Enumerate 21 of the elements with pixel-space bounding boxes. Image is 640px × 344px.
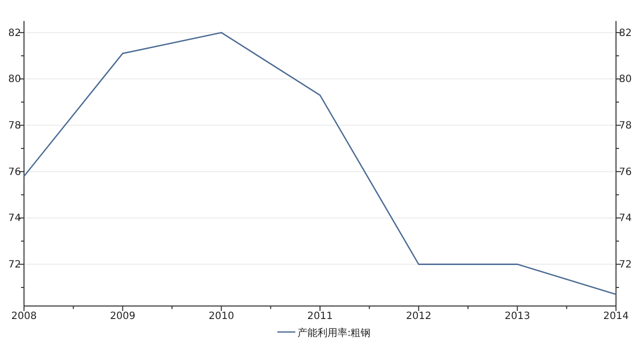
x-tick-label: 2012 <box>406 311 432 322</box>
y-tick-label: 82 <box>8 28 21 39</box>
x-tick-label: 2011 <box>307 311 333 322</box>
y-tick-label: 78 <box>8 120 21 132</box>
line-series <box>23 32 617 296</box>
legend-label: 产能利用率:粗钢 <box>297 327 371 339</box>
x-tick-label: 2013 <box>504 311 530 322</box>
y2-tick-label: 74 <box>619 213 632 224</box>
y2-tick-label: 78 <box>619 120 632 132</box>
y2-tick-label: 72 <box>619 259 632 270</box>
y2-tick-label: 80 <box>619 74 632 86</box>
x-tick-label: 2008 <box>11 311 37 322</box>
x-tick-label: 2009 <box>110 311 136 322</box>
y-tick-label: 72 <box>8 259 21 270</box>
y2-tick-label: 82 <box>619 28 632 39</box>
y-tick-label: 80 <box>8 74 21 86</box>
y-tick-label: 74 <box>8 213 21 224</box>
y-tick-label: 76 <box>8 166 21 178</box>
x-tick-label: 2010 <box>208 311 234 322</box>
y2-tick-label: 76 <box>619 166 632 178</box>
x-tick-label: 2014 <box>603 311 629 322</box>
